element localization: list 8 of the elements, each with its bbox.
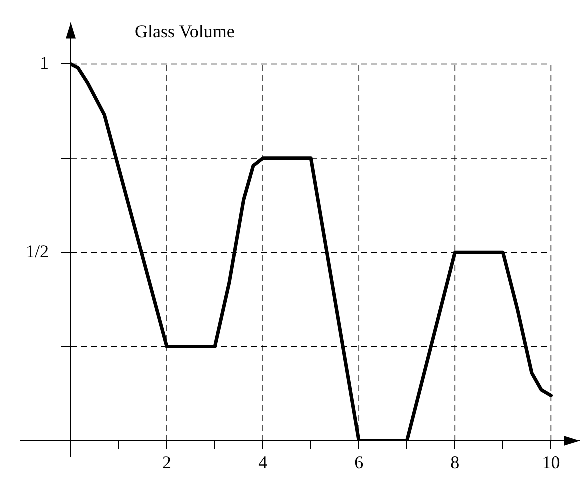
- x-tick-label: 4: [258, 452, 268, 473]
- chart-title: Glass Volume: [135, 22, 235, 42]
- x-tick-label: 10: [542, 452, 560, 473]
- x-tick-label: 2: [162, 452, 172, 473]
- x-tick-label: 8: [450, 452, 460, 473]
- y-tick-label: 1: [40, 52, 49, 73]
- x-tick-label: 6: [354, 452, 364, 473]
- y-tick-label: 1/2: [26, 241, 49, 262]
